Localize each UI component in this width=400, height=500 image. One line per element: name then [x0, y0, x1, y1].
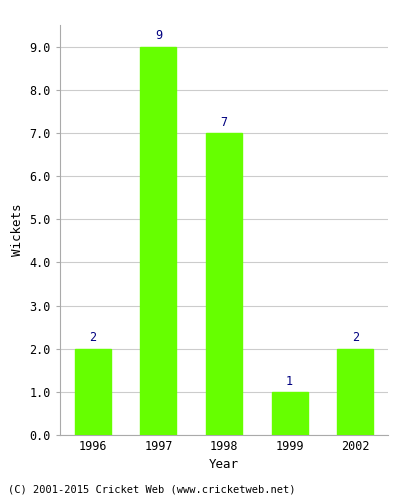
Bar: [140, 46, 176, 435]
Text: 1: 1: [286, 374, 293, 388]
Text: 2: 2: [89, 332, 96, 344]
Text: 7: 7: [220, 116, 228, 128]
Bar: [337, 348, 373, 435]
Bar: [272, 392, 308, 435]
Y-axis label: Wickets: Wickets: [11, 204, 24, 256]
Text: (C) 2001-2015 Cricket Web (www.cricketweb.net): (C) 2001-2015 Cricket Web (www.cricketwe…: [8, 485, 296, 495]
Text: 9: 9: [155, 30, 162, 43]
Bar: [75, 348, 111, 435]
X-axis label: Year: Year: [209, 458, 239, 471]
Bar: [206, 133, 242, 435]
Text: 2: 2: [352, 332, 359, 344]
